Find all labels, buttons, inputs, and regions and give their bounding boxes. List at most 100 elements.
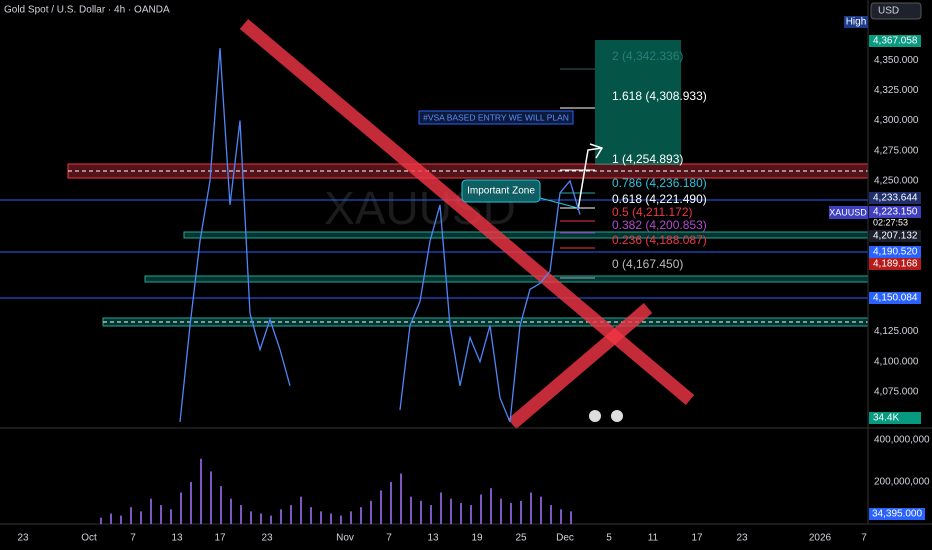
price-badge <box>869 258 921 270</box>
volume-bar <box>210 471 212 524</box>
volume-bar <box>480 494 482 524</box>
volume-bar <box>570 511 572 524</box>
volume-bar <box>230 498 232 524</box>
symbol-label: XAUUSD <box>829 207 867 217</box>
time-tick-label: Oct <box>81 533 97 544</box>
volume-bar <box>150 498 152 524</box>
volume-bar <box>560 509 562 524</box>
time-tick-label: 7 <box>861 533 867 544</box>
volume-bar <box>180 492 182 524</box>
price-badge <box>869 412 921 424</box>
time-tick-label: Dec <box>556 533 574 544</box>
fib-level: 0 (4,167.450) <box>612 257 683 271</box>
support-zone <box>183 231 869 239</box>
fib-level: 0.5 (4,211.172) <box>612 205 693 219</box>
volume-bar <box>170 509 172 524</box>
high-label: High <box>846 17 867 28</box>
volume-bar <box>280 509 282 524</box>
volume-bar <box>460 502 462 524</box>
price-badge <box>869 246 921 258</box>
volume-badge-label: 34,395.000 <box>872 509 922 520</box>
fib-level: 0.236 (4,188.087) <box>612 233 707 247</box>
volume-bar <box>300 496 302 524</box>
time-tick-label: 5 <box>606 533 612 544</box>
price-tick-label: 4,300.000 <box>874 115 919 126</box>
price-badge-label: 4,189.168 <box>873 259 918 270</box>
volume-bar <box>360 507 362 524</box>
volume-bar <box>530 492 532 524</box>
symbol-tag <box>829 206 868 219</box>
volume-bar <box>220 486 222 524</box>
volume-bar <box>370 500 372 524</box>
volume-bar <box>400 473 402 524</box>
time-tick-label: 2026 <box>809 533 832 544</box>
volume-bar <box>260 513 262 524</box>
time-tick-label: 11 <box>648 533 659 544</box>
currency: USD <box>878 6 899 17</box>
volume-bar <box>440 492 442 524</box>
fib-level: 0.786 (4,236.180) <box>612 176 707 190</box>
price-tick-label: 4,325.000 <box>874 85 919 96</box>
event-icon <box>589 410 601 422</box>
time-tick-label: 7 <box>386 533 392 544</box>
volume-bar <box>310 507 312 524</box>
volume-bar <box>160 505 162 524</box>
volume-bar <box>490 488 492 524</box>
volume-bar <box>430 505 432 524</box>
volume-badge <box>869 508 925 520</box>
volume-bar <box>510 502 512 524</box>
arrow-head <box>589 143 604 159</box>
fib-level: 2 (4,342.336) <box>612 49 683 63</box>
price-badge-label: 4,190.520 <box>873 247 918 258</box>
volume-bar <box>110 513 112 524</box>
price-badge-label: 4,207.132 <box>873 231 918 242</box>
time-tick-label: 13 <box>171 533 183 544</box>
currency-button[interactable] <box>870 2 922 20</box>
fib-level: 1 (4,254.893) <box>612 152 683 166</box>
volume-bar <box>140 511 142 524</box>
vsa-note: #VSA BASED ENTRY WE WILL PLAN <box>423 112 569 122</box>
time-tick-label: 25 <box>515 533 527 544</box>
time-tick-label: 17 <box>691 533 703 544</box>
volume-bar <box>340 515 342 524</box>
chart-title: Gold Spot / U.S. Dollar · 4h · OANDA <box>4 5 170 16</box>
volume-bar <box>250 511 252 524</box>
volume-bar <box>380 490 382 524</box>
volume-bar <box>330 513 332 524</box>
price-badge <box>869 192 921 204</box>
volume-bar <box>240 505 242 524</box>
high-tag <box>844 16 868 28</box>
price-badge-label: 4,233.644 <box>873 193 918 204</box>
price-badge <box>869 206 921 218</box>
price-tick-label: 4,100.000 <box>874 356 919 367</box>
volume-bar <box>130 507 132 524</box>
support-zone <box>144 275 869 283</box>
price-badge <box>869 230 921 242</box>
time-tick-label: 23 <box>736 533 748 544</box>
note-box <box>418 110 574 125</box>
volume-bar <box>350 511 352 524</box>
time-tick-label: 23 <box>261 533 273 544</box>
volume-bar <box>190 481 192 524</box>
volume-bar <box>410 496 412 524</box>
price-line <box>179 48 581 423</box>
volume-bar <box>520 500 522 524</box>
price-badge <box>869 35 921 47</box>
trend-band <box>507 303 653 429</box>
fib-level: 0.382 (4,200.853) <box>612 218 707 232</box>
price-badge-label: 4,150.084 <box>873 293 918 304</box>
volume-tick-label: 200,000,000 <box>874 477 930 488</box>
volume-bar <box>120 515 122 524</box>
price-badge-label: 4,223.150 <box>873 207 918 218</box>
fib-level: 0.618 (4,221.490) <box>612 192 707 206</box>
callout-box <box>461 179 541 203</box>
volume-bar <box>290 505 292 524</box>
volume-bar <box>320 511 322 524</box>
price-tick-label: 4,275.000 <box>874 145 919 156</box>
price-badge-label: 4,367.058 <box>873 36 918 47</box>
countdown: 02:27:53 <box>873 217 908 227</box>
price-badge <box>869 292 921 304</box>
time-tick-label: 7 <box>130 533 136 544</box>
time-tick-label: 19 <box>471 533 483 544</box>
